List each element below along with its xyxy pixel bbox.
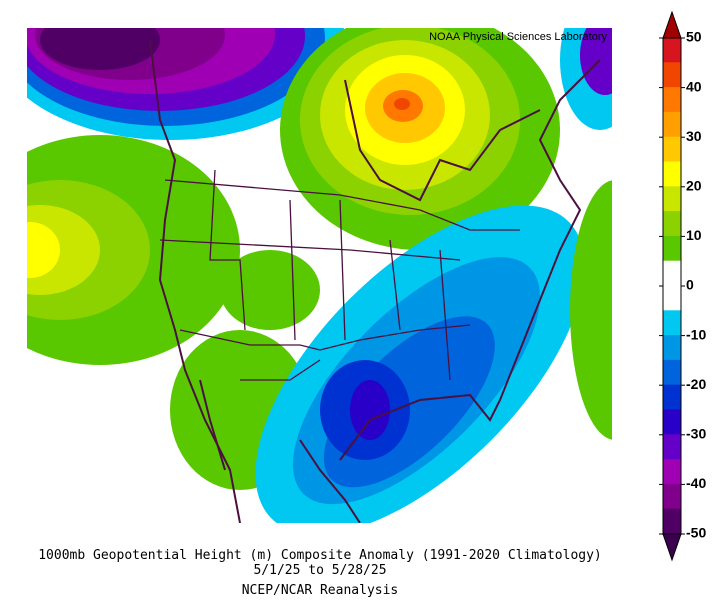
colorbar-label: 0	[686, 277, 694, 293]
colorbar-band	[662, 186, 682, 213]
colorbar-band	[662, 335, 682, 362]
colorbar-label: -10	[686, 326, 706, 342]
colorbar-label: 40	[686, 78, 702, 94]
colorbar-band	[662, 161, 682, 188]
caption-title: 1000mb Geopotential Height (m) Composite…	[38, 548, 602, 563]
colorbar-band	[662, 211, 682, 238]
colorbar-band	[662, 37, 682, 64]
colorbar-label: 30	[686, 128, 702, 144]
colorbar-band	[662, 459, 682, 486]
colorbar-band	[662, 111, 682, 139]
colorbar-band	[662, 62, 682, 89]
caption-dates: 5/1/25 to 5/28/25	[253, 563, 386, 578]
colorbar-label: -30	[686, 426, 706, 442]
colorbar-label: -50	[686, 525, 706, 541]
colorbar-label: 10	[686, 227, 702, 243]
colorbar-band	[662, 235, 682, 263]
colorbar-label: 50	[686, 29, 702, 45]
caption-source: NCEP/NCAR Reanalysis	[242, 583, 399, 598]
colorbar-over	[662, 10, 682, 39]
colorbar-band	[662, 359, 682, 387]
colorbar-label: -40	[686, 475, 706, 491]
colorbar-band	[662, 508, 682, 536]
colorbar-band	[662, 285, 682, 312]
colorbar-under	[662, 533, 682, 562]
credit: NOAA Physical Sciences Laboratory	[429, 31, 607, 43]
colorbar-band	[662, 136, 682, 163]
colorbar-label: 20	[686, 178, 702, 194]
colorbar-band	[662, 87, 682, 114]
colorbar-band	[662, 384, 682, 412]
map-field	[27, 28, 612, 523]
colorbar-band	[662, 483, 682, 511]
colorbar-band	[662, 434, 682, 461]
colorbar-band	[662, 310, 682, 337]
colorbar-band	[662, 260, 682, 288]
colorbar-label: -20	[686, 376, 706, 392]
colorbar: 50 40 30 20 10 0 -10 -20 -30 -40 -50	[659, 10, 706, 562]
colorbar-band	[662, 409, 682, 436]
